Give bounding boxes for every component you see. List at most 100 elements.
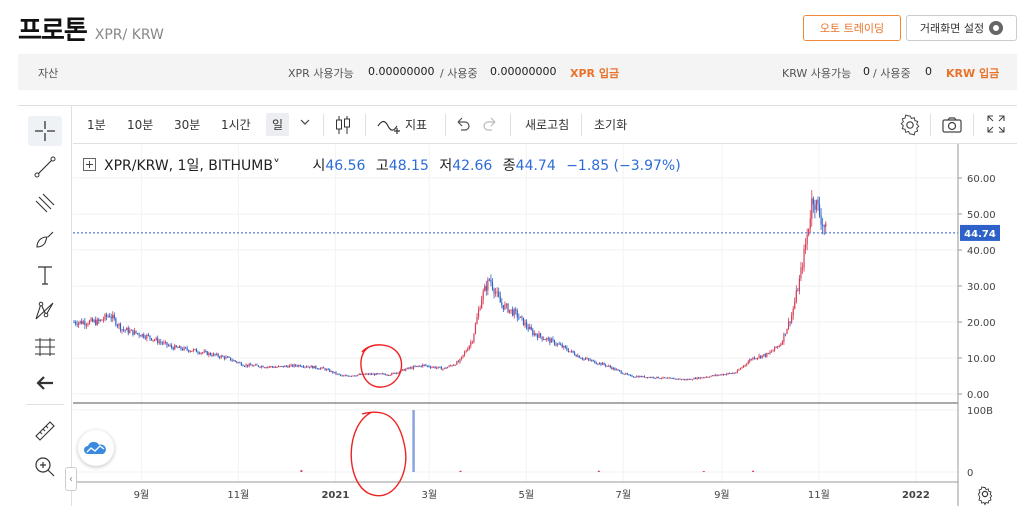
candle-body — [580, 357, 582, 359]
back-tool[interactable] — [28, 368, 62, 398]
brush-tool[interactable] — [28, 224, 62, 254]
symbol-chevron-icon[interactable]: ˅ — [273, 158, 280, 174]
candle-body — [388, 374, 390, 376]
undo-icon — [457, 117, 470, 131]
candle-body — [194, 349, 196, 351]
fullscreen-button[interactable] — [986, 114, 1006, 137]
zoom-tool[interactable] — [28, 452, 62, 482]
candle-body — [648, 377, 650, 379]
refresh-button[interactable]: 새로고침 — [525, 118, 570, 132]
pattern-tool[interactable] — [28, 296, 62, 326]
reset-button[interactable]: 초기화 — [594, 118, 628, 132]
undo-button[interactable] — [454, 114, 472, 137]
candle-body — [612, 367, 614, 370]
candle-body — [310, 365, 312, 368]
price-candles — [73, 190, 827, 381]
candle-body — [350, 375, 353, 377]
candle-body — [798, 278, 800, 291]
title-row: 프로톤 XPR/ KRW — [18, 10, 164, 46]
volume-indicator-badge[interactable] — [78, 430, 114, 466]
x-tick-label: 7월 — [615, 489, 631, 501]
interval-1m[interactable]: 1분 — [87, 118, 106, 132]
candle-body — [76, 323, 78, 325]
candle-body — [705, 376, 707, 378]
x-tick-label: 9월 — [134, 489, 150, 501]
volume-bar — [459, 470, 462, 472]
indicators-label[interactable]: 지표 — [405, 118, 428, 132]
candle-body — [223, 356, 225, 359]
candle-body — [471, 341, 473, 343]
candle-body — [729, 372, 731, 374]
pitchfork-tool[interactable] — [28, 188, 62, 218]
candle-body — [319, 368, 322, 370]
candle-body — [586, 358, 588, 360]
candle-body — [456, 361, 458, 365]
candle-body — [563, 345, 565, 348]
price-axis[interactable]: 60.00 50.00 40.00 30.00 20.00 10.00 0.00 — [958, 174, 996, 401]
candle-body — [653, 377, 655, 379]
x-tick-label: 5월 — [518, 489, 534, 501]
screen-settings-button[interactable]: 거래화면 설정 — [906, 15, 1017, 41]
interval-1h[interactable]: 1시간 — [221, 118, 251, 132]
toolbar-collapse-handle[interactable]: ‹ — [65, 467, 77, 491]
screenshot-button[interactable] — [941, 114, 963, 139]
symbol-label[interactable]: XPR/KRW, 1일, BITHUMB — [104, 158, 273, 174]
candle-body — [332, 371, 334, 373]
chart-type-button[interactable] — [333, 114, 353, 139]
xpr-deposit-link[interactable]: XPR 입금 — [570, 67, 620, 80]
candle-body — [248, 364, 250, 367]
candle-body — [431, 367, 433, 369]
candle-body — [474, 324, 477, 334]
camera-icon — [942, 117, 962, 133]
candle-body — [141, 334, 143, 337]
candle-body — [315, 366, 317, 369]
add-symbol-icon[interactable] — [83, 158, 96, 171]
candle-body — [397, 372, 399, 374]
candle-body — [468, 345, 470, 350]
candle-body — [481, 299, 483, 309]
candle-body — [197, 352, 199, 354]
candle-body — [555, 344, 557, 346]
text-tool[interactable] — [28, 260, 62, 290]
crosshair-tool[interactable] — [28, 116, 62, 146]
trendline-icon — [34, 156, 56, 178]
interval-10m[interactable]: 10분 — [127, 118, 154, 132]
redo-button[interactable] — [481, 114, 499, 137]
drawing-toolbar — [18, 106, 72, 506]
candle-body — [577, 355, 579, 357]
measure-tool[interactable] — [28, 416, 62, 446]
candle-body — [772, 350, 774, 352]
interval-1d[interactable]: 일 — [266, 113, 290, 136]
trendline-tool[interactable] — [28, 152, 62, 182]
axis-settings-button[interactable] — [977, 486, 993, 506]
interval-30m[interactable]: 30분 — [174, 118, 201, 132]
candle-body — [93, 320, 95, 322]
candle-body — [764, 354, 766, 357]
krw-deposit-link[interactable]: KRW 입금 — [946, 67, 1000, 80]
candle-body — [637, 376, 639, 378]
candle-body — [722, 374, 725, 376]
candle-body — [73, 322, 75, 323]
candle-body — [681, 379, 683, 381]
candle-body — [295, 364, 297, 366]
candle-body — [784, 333, 787, 335]
candle-body — [157, 338, 159, 343]
forecast-tool[interactable] — [28, 332, 62, 362]
interval-dropdown[interactable] — [299, 116, 311, 131]
candle-body — [239, 362, 241, 364]
candle-body — [445, 367, 447, 369]
candle-body — [135, 330, 137, 334]
candle-body — [242, 365, 244, 367]
time-axis[interactable]: 9월 11월 2021 3월 5월 7월 9월 11월 2022 — [134, 489, 930, 501]
candle-body — [144, 337, 146, 339]
candle-body — [536, 335, 539, 338]
candle-body — [79, 320, 81, 323]
candle-body — [543, 339, 545, 341]
candle-body — [557, 343, 559, 345]
auto-trading-button[interactable]: 오토 트레이딩 — [803, 15, 901, 41]
chart-settings-button[interactable] — [899, 114, 921, 139]
candle-body — [770, 351, 773, 353]
indicators-button[interactable] — [377, 114, 403, 139]
candle-body — [251, 365, 253, 367]
